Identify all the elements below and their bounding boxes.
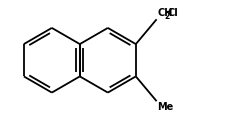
Text: Me: Me <box>157 102 174 112</box>
Text: CH: CH <box>158 9 173 18</box>
Text: Cl: Cl <box>167 9 178 18</box>
Text: 2: 2 <box>165 12 170 21</box>
